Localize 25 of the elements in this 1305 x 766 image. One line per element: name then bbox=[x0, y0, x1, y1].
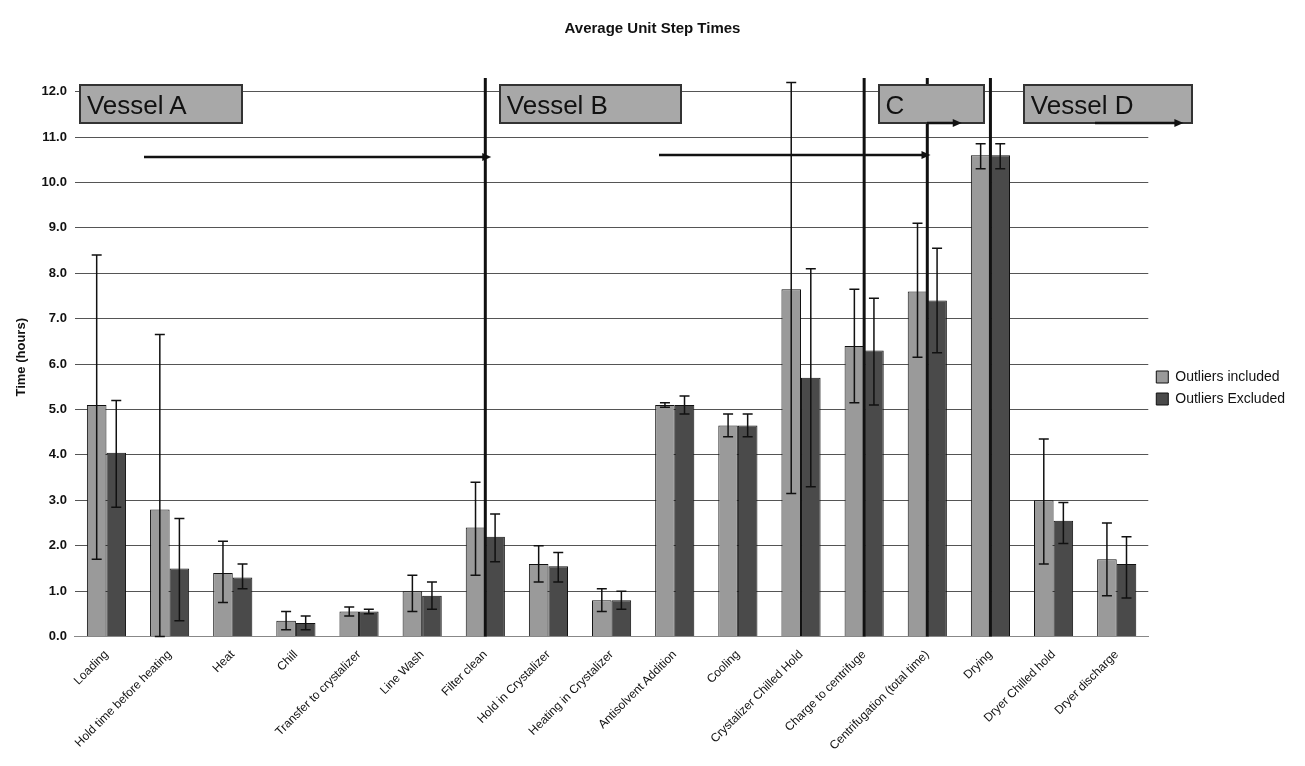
annotation: C bbox=[885, 90, 905, 120]
y-tick-label: 11.0 bbox=[42, 128, 67, 144]
legend-label: Outliers Excluded bbox=[1175, 389, 1285, 406]
annotation: Vessel B bbox=[506, 90, 608, 120]
y-tick-label: 2.0 bbox=[48, 537, 67, 553]
y-tick-label: 10.0 bbox=[41, 174, 67, 190]
label-box: Vessel A bbox=[78, 84, 244, 124]
label-box: Vessel D bbox=[1022, 84, 1194, 124]
annotation: Vessel D bbox=[1030, 90, 1134, 120]
y-tick-label: 9.0 bbox=[48, 219, 67, 235]
y-tick-label: 4.0 bbox=[48, 446, 67, 462]
y-tick-label: 8.0 bbox=[48, 264, 67, 280]
legend-label: Outliers included bbox=[1175, 367, 1280, 384]
annotation: Vessel A bbox=[86, 90, 187, 120]
y-tick-label: 5.0 bbox=[48, 401, 67, 417]
y-tick-label: 12.0 bbox=[41, 83, 67, 99]
y-tick-label: 6.0 bbox=[48, 355, 67, 371]
y-tick-label: 0.0 bbox=[48, 628, 67, 644]
y-tick-label: 1.0 bbox=[48, 582, 67, 598]
y-axis-title: Time (hours) bbox=[13, 318, 29, 397]
y-tick-label: 3.0 bbox=[48, 491, 67, 507]
chart-title: Average Unit Step Times bbox=[564, 19, 741, 37]
label-box: C bbox=[877, 84, 985, 124]
y-tick-label: 7.0 bbox=[48, 310, 67, 326]
label-box: Vessel B bbox=[498, 84, 682, 124]
